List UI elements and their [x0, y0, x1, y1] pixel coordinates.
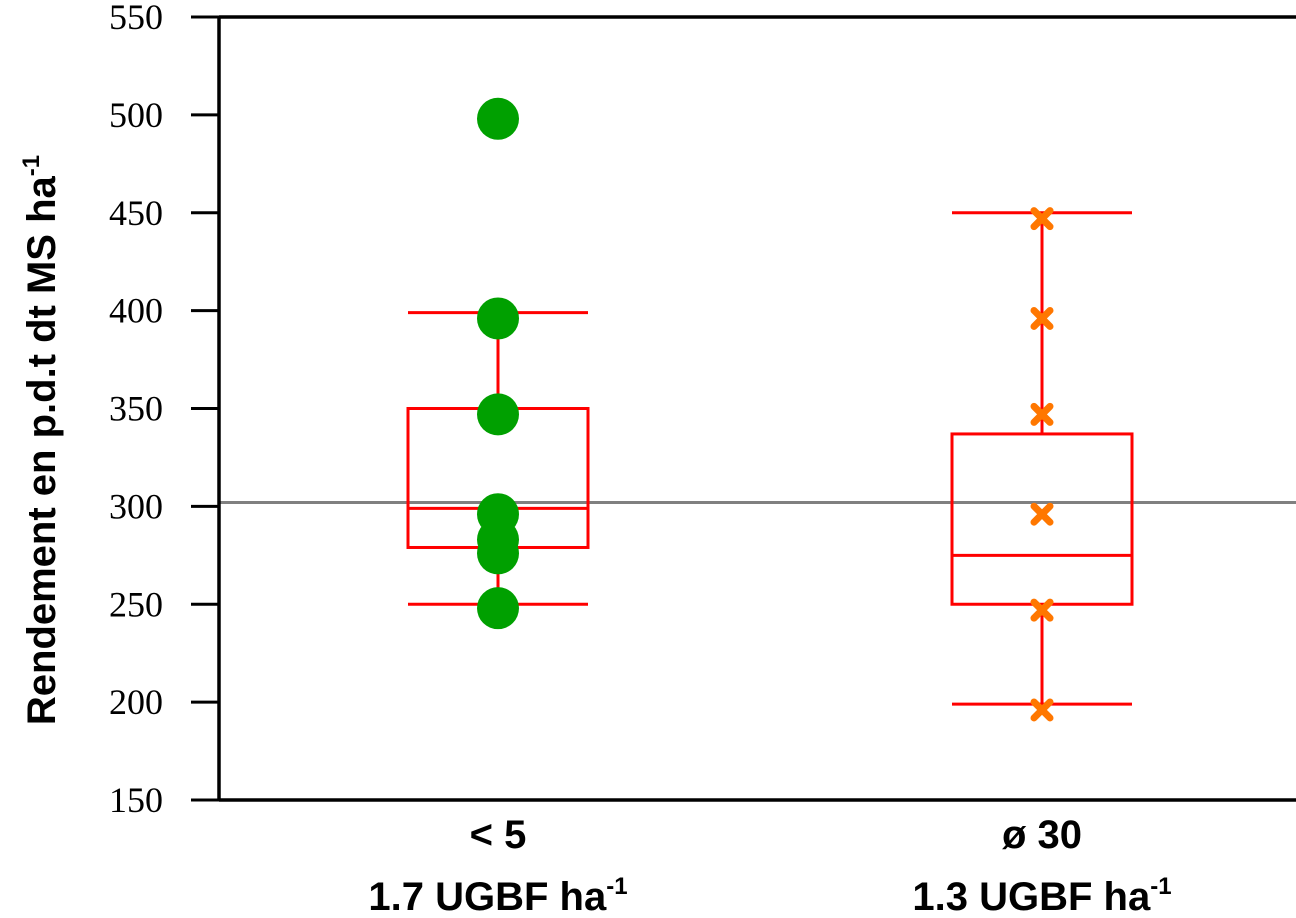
y-tick-label: 400	[109, 291, 163, 331]
y-tick-label: 300	[109, 486, 163, 526]
y-tick-label: 450	[109, 193, 163, 233]
y-tick-label: 250	[109, 584, 163, 624]
data-point	[1030, 402, 1054, 426]
x-category-sublabel-text: 1.7 UGBF ha	[368, 875, 607, 918]
y-tick-label: 200	[109, 682, 163, 722]
data-point	[1030, 502, 1054, 526]
data-point-stroke	[1030, 207, 1054, 231]
axes	[191, 15, 1296, 802]
x-category-label: ø 30	[1002, 813, 1082, 857]
data-point-stroke	[1030, 698, 1054, 722]
data-point-stroke	[1030, 598, 1054, 622]
data-point	[1030, 207, 1054, 231]
y-tick-label: 350	[109, 389, 163, 429]
x-category-sublabel: 1.3 UGBF ha-1	[912, 873, 1171, 918]
boxes	[406, 211, 1134, 706]
y-axis-title-sup: -1	[18, 155, 45, 176]
x-category-sublabel-sup: -1	[606, 873, 627, 900]
data-points	[477, 97, 1054, 722]
x-category-label: < 5	[470, 813, 527, 857]
x-category-sublabel: 1.7 UGBF ha-1	[368, 873, 627, 918]
data-point	[477, 97, 519, 140]
y-axis-title: Rendement en p.d.t dt MS ha-1	[18, 155, 64, 725]
data-point	[477, 297, 519, 340]
data-point-stroke	[1030, 306, 1054, 330]
y-tick-label: 150	[109, 780, 163, 820]
box-iqr	[950, 432, 1134, 606]
data-point-stroke	[1030, 502, 1054, 526]
y-tick-label: 500	[109, 95, 163, 135]
svg-text:Rendement en p.d.t dt MS ha-1: Rendement en p.d.t dt MS ha-1	[18, 155, 64, 725]
data-point-stroke	[1030, 402, 1054, 426]
data-point	[1030, 698, 1054, 722]
data-point	[1030, 306, 1054, 330]
data-point	[1030, 598, 1054, 622]
x-category-sublabel-sup: -1	[1150, 873, 1171, 900]
x-category-sublabel-text: 1.3 UGBF ha	[912, 875, 1151, 918]
axis-labels: 550 500 450 400 350 300 250 200 150 < 5 1.7 UGBF h…	[109, 0, 1172, 918]
data-point	[477, 587, 519, 630]
data-point	[477, 532, 519, 575]
y-axis-title-text: Rendement en p.d.t dt MS ha	[20, 175, 64, 725]
y-tick-label: 550	[109, 0, 163, 37]
data-point	[477, 393, 519, 436]
